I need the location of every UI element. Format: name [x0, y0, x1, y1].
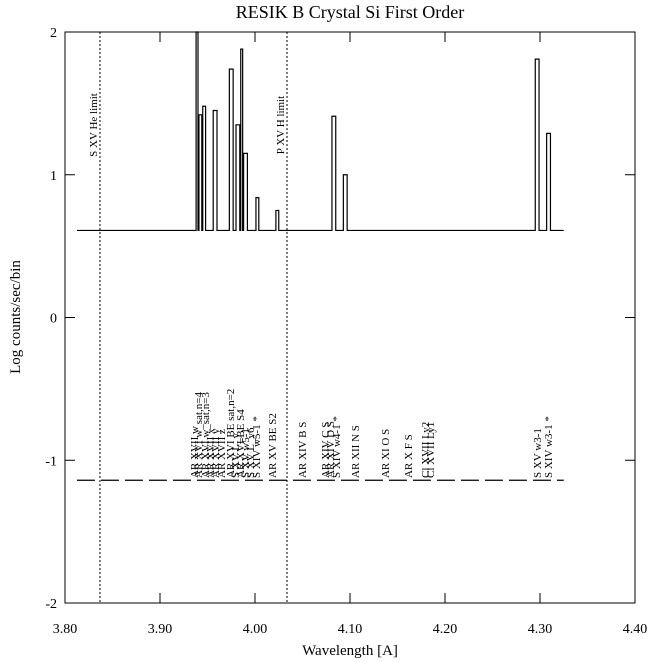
line-annotation: S XV L_y	[230, 432, 242, 478]
line-annotation: AR XVII x	[205, 428, 217, 478]
line-annotation: S XV w5-1	[240, 428, 252, 478]
y-axis-label: Log counts/sec/bin	[8, 260, 24, 374]
line-annotation: AR XII N S	[350, 425, 362, 478]
line-annotation: AR XI O S	[380, 429, 392, 478]
line-annotation: S XIV w5-1 *	[251, 416, 263, 478]
x-tick-label: 3.90	[148, 622, 173, 637]
y-tick-label: 1	[50, 169, 57, 184]
line-annotation: AR X F S	[403, 434, 415, 478]
y-tick-label: -2	[45, 597, 57, 612]
line-annotation: S XIV w4-1 *	[331, 416, 343, 478]
line-annotation: S XV L_y6	[245, 427, 257, 478]
limit-label: P XV H limit	[275, 96, 287, 154]
x-tick-label: 4.00	[243, 622, 268, 637]
y-tick-label: 2	[50, 26, 57, 41]
x-tick-label: 4.10	[338, 622, 363, 637]
line-annotation: AR XV BE S2	[267, 413, 279, 478]
line-annotation: AR XIV B S	[297, 422, 309, 478]
chart-title: RESIK B Crystal Si First Order	[236, 2, 465, 22]
line-annotation: AR XVII w	[189, 426, 201, 478]
x-tick-label: 4.30	[528, 622, 553, 637]
line-annotation: AR XVII y	[210, 428, 222, 478]
line-annotation: S XIV w3-1 *	[543, 416, 555, 478]
y-tick-label: 0	[50, 312, 57, 327]
line-annotation: Cl XVII Ly1	[425, 422, 437, 478]
line-annotation: AR XVII z	[216, 429, 228, 478]
line-annotation: S XV w3-1	[532, 428, 544, 478]
x-tick-label: 3.80	[53, 622, 78, 637]
line-annotation: Cl XVII Ly2	[420, 422, 432, 478]
x-tick-label: 4.40	[623, 622, 648, 637]
line-annotation: AR XVI BE S4	[235, 409, 247, 478]
line-annotation: AR XVI w_sat,n=3	[200, 392, 212, 478]
line-annotation: AR XVI BE sat,n=2	[225, 389, 237, 478]
limit-label: S XV He limit	[88, 93, 100, 157]
y-tick-label: -1	[45, 454, 57, 469]
series-line	[76, 31, 564, 232]
line-annotation: AR XIV D S	[325, 421, 337, 478]
line-annotation: AR XVI w_sat,n=4	[193, 392, 205, 478]
x-tick-label: 4.20	[433, 622, 458, 637]
x-axis-label: Wavelength [A]	[302, 643, 398, 659]
line-annotation: AR XIV C S	[320, 422, 332, 478]
